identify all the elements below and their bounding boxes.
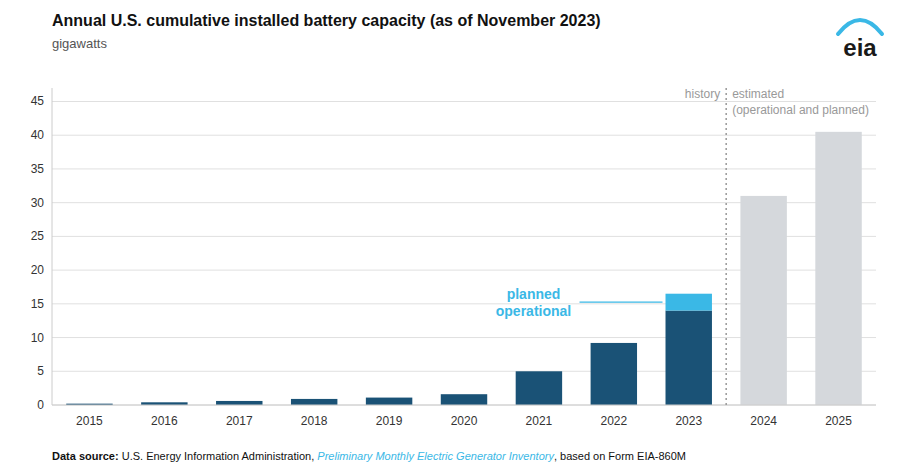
- x-tick-label: 2018: [301, 414, 328, 428]
- x-tick-label: 2015: [76, 414, 103, 428]
- grid: [52, 101, 876, 405]
- annotation: planned: [507, 286, 561, 302]
- x-tick-label: 2016: [151, 414, 178, 428]
- bar-segment: [740, 196, 786, 405]
- y-tick-label: 45: [31, 94, 45, 108]
- bar-segment: [66, 403, 112, 404]
- y-tick-label: 0: [37, 398, 44, 412]
- footnote: Data source: U.S. Energy Information Adm…: [52, 450, 686, 462]
- y-tick-label: 30: [31, 196, 45, 210]
- bar-segment: [141, 402, 187, 403]
- grid-line: [52, 135, 876, 136]
- bar-segment: [666, 294, 712, 311]
- bar-segment: [291, 399, 337, 405]
- x-tick-label: 2020: [451, 414, 478, 428]
- history-label: history: [685, 87, 720, 101]
- chart-svg: Annual U.S. cumulative installed battery…: [0, 0, 916, 472]
- bar-segment: [366, 397, 412, 398]
- bar-segment: [815, 132, 861, 405]
- estimated-label: estimated: [732, 87, 784, 101]
- bar-segment: [291, 398, 337, 399]
- bar-segment: [666, 311, 712, 405]
- subtitle: gigawatts: [52, 36, 107, 51]
- x-axis: 2015 2016 2017 2018 2019 2020 2021 2022 2023 2024…: [52, 405, 876, 428]
- bar-segment: [216, 400, 262, 401]
- bar-segment: [216, 400, 262, 401]
- y-tick-label: 35: [31, 162, 45, 176]
- estimated-label: (operational and planned): [732, 103, 869, 117]
- x-tick-label: 2021: [526, 414, 553, 428]
- bar-segment: [591, 342, 637, 343]
- y-tick-label: 10: [31, 331, 45, 345]
- bar-segment: [516, 371, 562, 372]
- annotation: operational: [496, 303, 571, 319]
- x-tick-label: 2019: [376, 414, 403, 428]
- bar-segment: [441, 394, 487, 405]
- footnote-part: U.S. Energy Information Administration,: [119, 450, 318, 462]
- grid-line: [52, 168, 876, 169]
- y-tick-label: 5: [37, 364, 44, 378]
- y-tick-label: 15: [31, 297, 45, 311]
- annotation-line: [580, 301, 663, 302]
- logo-arc: [838, 20, 882, 34]
- x-tick-label: 2022: [600, 414, 627, 428]
- logo: eia: [838, 20, 882, 61]
- footnote-part: Data source:: [52, 450, 119, 462]
- bar-segment: [666, 293, 712, 294]
- bar-segment: [591, 342, 637, 343]
- bar-segment: [291, 398, 337, 399]
- divider: [725, 88, 727, 405]
- bar-segment: [66, 403, 112, 404]
- y-tick-label: 20: [31, 263, 45, 277]
- bar-segment: [516, 371, 562, 372]
- x-tick-label: 2024: [750, 414, 777, 428]
- logo-text: eia: [843, 34, 877, 61]
- footnote-part: Preliminary Monthly Electric Generator I…: [317, 450, 555, 462]
- x-tick-label: 2023: [675, 414, 702, 428]
- bar-segment: [366, 397, 412, 398]
- bar-segment: [141, 402, 187, 403]
- bars: [66, 132, 862, 405]
- x-tick-label: 2025: [825, 414, 852, 428]
- x-tick-label: 2017: [226, 414, 253, 428]
- bar-segment: [441, 394, 487, 395]
- grid-line: [52, 101, 876, 102]
- y-axis-line: [52, 88, 53, 405]
- footnote-part: , based on Form EIA-860M: [554, 450, 686, 462]
- chart-container: Annual U.S. cumulative installed battery…: [0, 0, 916, 472]
- bar-segment: [441, 394, 487, 395]
- bar-segment: [516, 371, 562, 405]
- y-tick-label: 40: [31, 128, 45, 142]
- y-tick-label: 25: [31, 229, 45, 243]
- grid-line: [52, 405, 876, 406]
- y-axis: 0 5 10 15 20 25 30 35 40 45: [31, 88, 52, 412]
- x-axis-line: [52, 405, 876, 406]
- title: Annual U.S. cumulative installed battery…: [52, 12, 601, 29]
- bar-segment: [591, 343, 637, 405]
- bar-segment: [216, 401, 262, 405]
- bar-segment: [366, 398, 412, 405]
